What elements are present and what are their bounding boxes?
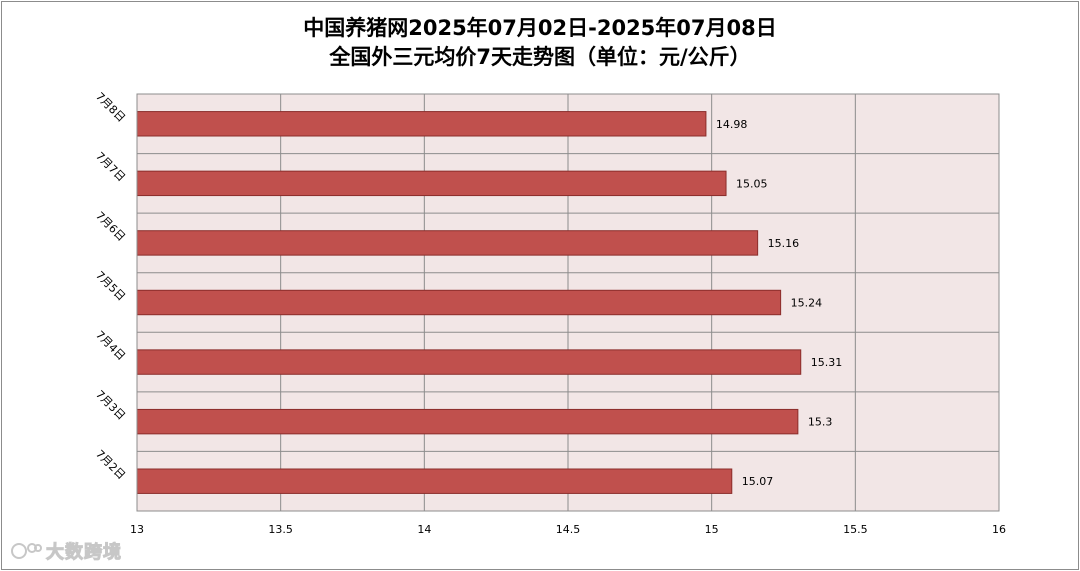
x-tick-label: 16 — [992, 523, 1006, 536]
bar — [136, 468, 733, 494]
x-tick-label: 15.5 — [843, 523, 868, 536]
y-tick-label: 7月5日 — [93, 269, 128, 304]
bar — [136, 230, 759, 256]
bar — [136, 349, 802, 375]
bar — [136, 111, 707, 137]
y-tick-label: 7月7日 — [93, 150, 128, 185]
data-label: 15.31 — [811, 356, 843, 369]
watermark-text: 大数跨境 — [46, 542, 122, 564]
bar — [136, 289, 782, 316]
bar — [136, 408, 799, 435]
data-label: 15.05 — [736, 177, 768, 190]
x-tick-label: 13.5 — [268, 523, 293, 536]
watermark: 大数跨境 — [10, 538, 150, 564]
bar — [136, 170, 727, 197]
chart-title: 中国养猪网2025年07月02日-2025年07月08日 — [303, 16, 777, 40]
y-tick-label: 7月3日 — [93, 388, 128, 423]
data-label: 15.24 — [791, 297, 823, 310]
x-tick-label: 14 — [417, 523, 431, 536]
y-tick-label: 7月2日 — [93, 447, 128, 482]
chart-subtitle: 全国外三元均价7天走势图（单位：元/公斤） — [329, 45, 751, 69]
y-tick-label: 7月4日 — [93, 328, 128, 363]
plot-border — [136, 93, 1000, 512]
x-tick-label: 13 — [130, 523, 144, 536]
y-tick-label: 7月8日 — [93, 90, 128, 125]
data-label: 15.3 — [808, 416, 833, 429]
x-tick-label: 14.5 — [556, 523, 581, 536]
x-tick-label: 15 — [705, 523, 719, 536]
data-label: 14.98 — [716, 118, 748, 131]
chart-title-block: 中国养猪网2025年07月02日-2025年07月08日 全国外三元均价7天走势… — [0, 14, 1080, 72]
logo-icon — [11, 543, 42, 559]
data-label: 15.16 — [768, 237, 800, 250]
data-label: 15.07 — [742, 475, 774, 488]
y-tick-label: 7月6日 — [93, 209, 128, 244]
